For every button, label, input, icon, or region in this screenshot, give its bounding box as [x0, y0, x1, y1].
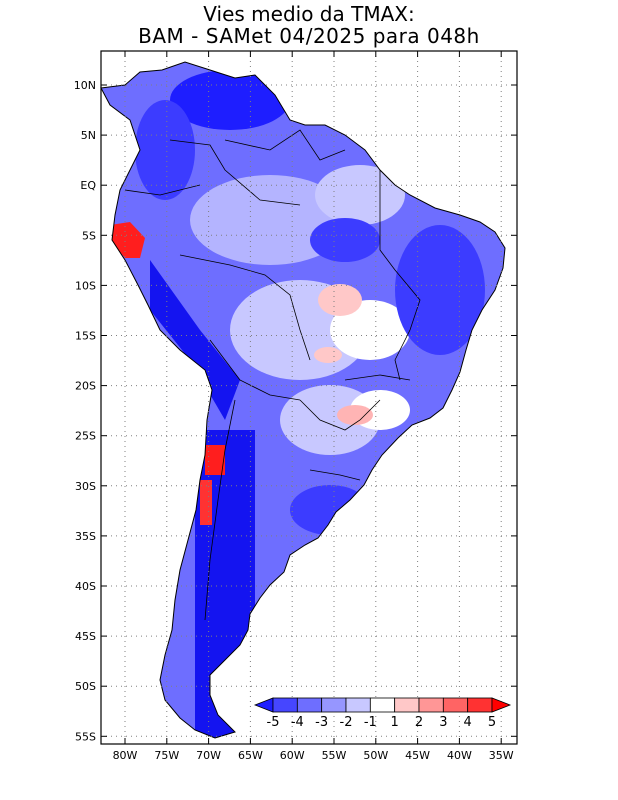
- map-title-line-1: Vies medio da TMAX:: [203, 2, 415, 26]
- longitude-axis: 80W 75W 70W 65W 60W 55W 50W 45W 40W 35W: [113, 51, 514, 762]
- bias-patch-chile-hot: [205, 445, 225, 475]
- colorbar-label: 2: [415, 715, 423, 730]
- colorbar-segment: [369, 697, 396, 713]
- lat-tick-label: 5S: [82, 229, 96, 242]
- colorbar-segment: [296, 697, 323, 713]
- colorbar-label: -1: [364, 715, 377, 730]
- border-venezuela-guyana: [224, 129, 346, 161]
- colorbar-segment: [272, 697, 298, 713]
- lon-tick-label: 65W: [238, 749, 263, 762]
- colorbar: -5 -4 -3 -2 -1 1 2 3 4 5: [253, 697, 512, 730]
- bias-patch-andes-cold: [150, 260, 240, 420]
- lon-tick-label: 35W: [489, 749, 514, 762]
- border-brazil-states: [379, 170, 421, 381]
- lat-tick-label: 15S: [75, 330, 96, 343]
- colorbar-arrow-right: [491, 697, 512, 713]
- border-bolivia: [209, 339, 301, 401]
- lon-tick-label: 55W: [322, 749, 347, 762]
- lat-tick-label: 25S: [75, 430, 96, 443]
- border-brazil-states-2: [344, 374, 411, 381]
- lat-tick-label: 45S: [75, 630, 96, 643]
- colorbar-label: -2: [340, 715, 353, 730]
- border-ecuador: [124, 184, 201, 196]
- bias-patch-peru-coast-hot: [110, 222, 145, 258]
- lon-tick-label: 75W: [154, 749, 179, 762]
- bias-patch-caribbean-cold: [170, 70, 290, 130]
- border-uruguay: [309, 469, 361, 481]
- lat-tick-label: 10S: [75, 279, 96, 292]
- colorbar-label: 4: [464, 715, 472, 730]
- colorbar-label: 5: [488, 715, 496, 730]
- bias-patch-warm-3: [314, 347, 342, 363]
- bias-patch-amazon-light: [190, 175, 350, 265]
- lat-tick-label: 20S: [75, 380, 96, 393]
- lon-tick-label: 40W: [447, 749, 472, 762]
- map-title-line-2: BAM - SAMet 04/2025 para 048h: [138, 24, 480, 48]
- colorbar-label: 3: [439, 715, 447, 730]
- colorbar-segment: [442, 697, 469, 713]
- colorbar-label: -5: [267, 715, 280, 730]
- colorbar-segment: [467, 697, 493, 713]
- colorbar-segment: [345, 697, 371, 713]
- lon-tick-label: 45W: [405, 749, 430, 762]
- colorbar-label: -4: [291, 715, 304, 730]
- lon-tick-label: 70W: [196, 749, 221, 762]
- lat-tick-label: 50S: [75, 680, 96, 693]
- colorbar-segment: [418, 697, 444, 713]
- lon-tick-label: 60W: [280, 749, 305, 762]
- border-paraguay: [299, 399, 381, 431]
- lat-tick-label: 10N: [74, 79, 96, 92]
- lat-tick-label: EQ: [80, 179, 96, 192]
- bias-patch-near-zero: [330, 300, 410, 360]
- lat-tick-label: 55S: [75, 730, 96, 743]
- colorbar-label: 1: [391, 715, 399, 730]
- bias-patch-cold-north: [310, 218, 380, 262]
- bias-patch-north-light: [315, 165, 405, 225]
- lon-tick-label: 50W: [363, 749, 388, 762]
- bias-patch-warm-1: [318, 284, 362, 316]
- bias-patch-northeast-cold: [395, 225, 485, 355]
- lat-tick-label: 35S: [75, 530, 96, 543]
- border-colombia-brazil: [169, 139, 301, 206]
- colorbar-label: -3: [315, 715, 328, 730]
- lat-tick-label: 40S: [75, 580, 96, 593]
- lat-tick-label: 30S: [75, 480, 96, 493]
- lon-tick-label: 80W: [113, 749, 138, 762]
- bias-patch-chile-hot-2: [200, 480, 212, 525]
- bias-patch-colombia-cold: [135, 100, 195, 200]
- lat-tick-label: 5N: [81, 129, 96, 142]
- bias-patch-warm-2: [337, 405, 373, 425]
- border-chile-argentina: [204, 399, 236, 621]
- latitude-axis: 10N 5N EQ 5S 10S 15S 20S 25S 30S 35S 40S 45S 50S 55S: [74, 79, 517, 743]
- colorbar-segment: [321, 697, 347, 713]
- colorbar-segment: [394, 697, 420, 713]
- coastline: [100, 61, 506, 739]
- grid-lines: [101, 51, 517, 744]
